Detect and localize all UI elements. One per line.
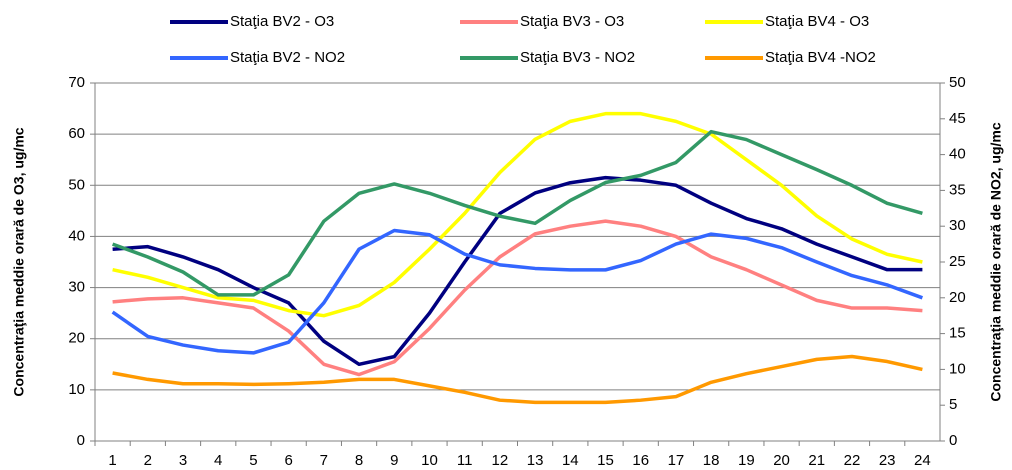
series-line (112, 129, 923, 297)
x-tick-label: 20 (773, 452, 790, 469)
x-tick-label: 4 (214, 452, 222, 469)
x-tick-label: 23 (879, 452, 896, 469)
x-tick-label: 13 (527, 452, 544, 469)
y2-tick-label: 45 (949, 110, 966, 127)
x-tick-label: 18 (703, 452, 720, 469)
x-tick-label: 10 (421, 452, 438, 469)
x-tick-label: 6 (284, 452, 292, 469)
y-tick-label: 70 (68, 74, 85, 91)
y2-tick-label: 25 (949, 253, 966, 270)
series-line (112, 219, 923, 377)
x-tick-label: 22 (844, 452, 861, 469)
y-tick-label: 60 (68, 125, 85, 142)
y2-axis-title: Concentraţia meddie orară de NO2, ug/mc (988, 122, 1004, 402)
series-line (112, 354, 923, 405)
x-tick-label: 2 (144, 452, 152, 469)
y2-tick-label: 10 (949, 360, 966, 377)
y2-tick-label: 40 (949, 146, 966, 163)
x-tick-label: 16 (632, 452, 649, 469)
legend-label: Staţia BV4 - O3 (765, 13, 869, 30)
y-tick-label: 40 (68, 227, 85, 244)
legend-label: Staţia BV3 - NO2 (520, 49, 635, 66)
x-tick-label: 15 (597, 452, 614, 469)
y-tick-label: 10 (68, 381, 85, 398)
x-tick-label: 17 (668, 452, 685, 469)
legend-label: Staţia BV4 -NO2 (765, 49, 876, 66)
y2-tick-label: 30 (949, 217, 966, 234)
legend-label: Staţia BV2 - O3 (230, 13, 334, 30)
x-tick-label: 24 (914, 452, 931, 469)
x-tick-label: 7 (320, 452, 328, 469)
y-tick-label: 0 (77, 432, 85, 449)
x-tick-label: 14 (562, 452, 579, 469)
x-tick-label: 8 (355, 452, 363, 469)
y2-tick-label: 0 (949, 432, 957, 449)
y-tick-label: 30 (68, 279, 85, 296)
y2-tick-label: 50 (949, 74, 966, 91)
x-tick-label: 11 (457, 452, 473, 469)
x-tick-label: 19 (738, 452, 755, 469)
x-tick-label: 3 (179, 452, 187, 469)
y2-tick-label: 15 (949, 325, 966, 342)
y-tick-label: 50 (68, 176, 85, 193)
series-line (112, 111, 923, 318)
y-tick-label: 20 (68, 330, 85, 347)
series-line (112, 175, 923, 367)
y2-tick-label: 35 (949, 181, 966, 198)
y-axis-title: Concentraţia meddie orară de O3, ug/mc (11, 127, 27, 396)
y2-tick-label: 20 (949, 289, 966, 306)
x-tick-label: 1 (108, 452, 116, 469)
x-tick-label: 9 (390, 452, 398, 469)
series-line (111, 228, 923, 355)
x-tick-label: 21 (808, 452, 825, 469)
legend-label: Staţia BV2 - NO2 (230, 49, 345, 66)
x-tick-label: 5 (249, 452, 257, 469)
x-tick-label: 12 (492, 452, 509, 469)
legend-label: Staţia BV3 - O3 (520, 13, 624, 30)
y2-tick-label: 5 (949, 396, 957, 413)
